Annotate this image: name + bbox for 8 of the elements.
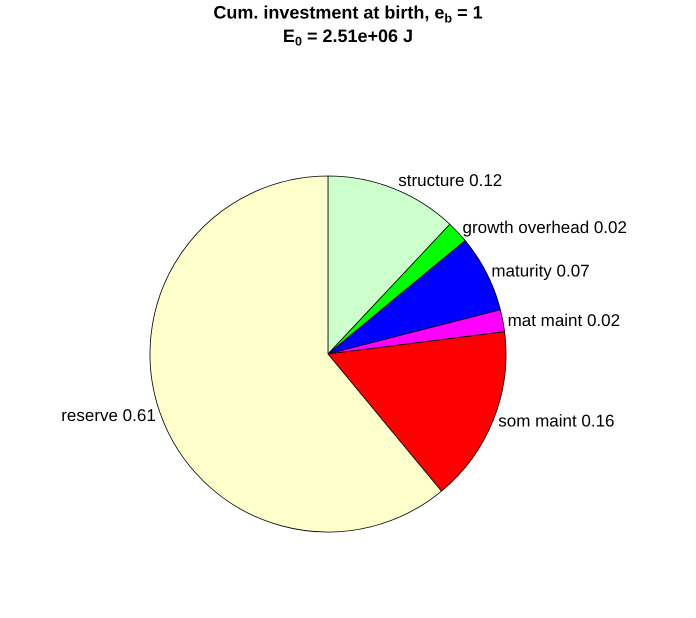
- slice-label: som maint 0.16: [498, 411, 614, 430]
- slice-label: growth overhead 0.02: [462, 218, 627, 238]
- slice-label: mat maint 0.02: [508, 310, 620, 330]
- chart-subtitle: E$_{0}$ = 2.51e+06 J: [282, 26, 414, 49]
- chart-title: Cum. investment at birth, e$_{b}$ = 1: [213, 2, 483, 26]
- slice-label: structure 0.12: [398, 170, 502, 190]
- slice-label: maturity 0.07: [491, 262, 590, 281]
- slice-label: reserve 0.61: [61, 406, 156, 425]
